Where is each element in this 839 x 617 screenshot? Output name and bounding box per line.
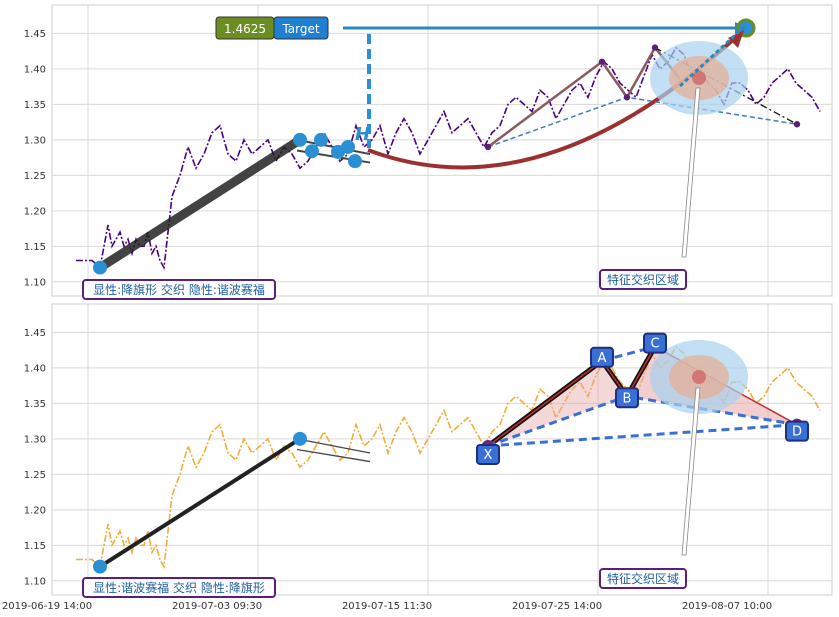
- pattern-annotation-box: [82, 279, 276, 300]
- y-tick-label: 1.45: [24, 328, 46, 339]
- zone-center: [692, 71, 706, 85]
- x-tick-label: 2019-08-07 10:00: [682, 601, 772, 612]
- flag-upper-line: [296, 438, 371, 454]
- y-tick-label: 1.45: [24, 29, 46, 40]
- zone-center: [692, 370, 706, 384]
- pivot-marker: [623, 94, 631, 101]
- harmonic-point-label: D: [792, 425, 802, 440]
- pivot-marker: [598, 58, 606, 65]
- pivot-marker: [651, 44, 659, 51]
- flag-pole-line: [97, 136, 303, 272]
- y-tick-label: 1.30: [24, 434, 46, 445]
- zone-label: 特征交织区域: [607, 571, 679, 586]
- pivot-marker: [484, 143, 492, 151]
- y-tick-label: 1.15: [24, 541, 46, 552]
- harmonic-point-box: [476, 443, 500, 465]
- harmonic-point-label: A: [598, 351, 607, 366]
- y-tick-label: 1.10: [24, 576, 46, 587]
- flag-point-marker: [93, 559, 107, 574]
- zone-pointer: [681, 87, 701, 258]
- flag-point-marker: [348, 154, 362, 169]
- x-tick-label: 2019-07-15 11:30: [342, 601, 432, 612]
- y-tick-label: 1.20: [24, 206, 46, 217]
- h-label: H: [355, 124, 370, 145]
- flag-lower-line: [296, 448, 371, 463]
- zone-label: 特征交织区域: [607, 272, 679, 287]
- harmonic-point-box: [615, 387, 639, 409]
- pattern-annotation-label: 显性:降旗形 交织 隐性:谐波赛福: [93, 282, 265, 297]
- y-tick-label: 1.20: [24, 505, 46, 516]
- y-tick-label: 1.25: [24, 470, 46, 481]
- zone-target-link: [678, 24, 747, 88]
- pattern-annotation-box: [82, 577, 276, 598]
- zone-label-box: [599, 568, 687, 589]
- y-tick-label: 1.10: [24, 277, 46, 288]
- x-tick-label: 2019-07-25 14:00: [512, 601, 602, 612]
- y-tick-label: 1.35: [24, 399, 46, 410]
- flag-point-marker: [314, 132, 328, 147]
- harmonic-point-label: X: [484, 448, 493, 463]
- flag-point-marker: [293, 431, 307, 446]
- harmonic-point-box: [590, 346, 614, 368]
- projection-arrowhead: [728, 30, 744, 48]
- target-name-box: [273, 16, 329, 40]
- y-tick-label: 1.25: [24, 171, 46, 182]
- harmonic-point-label: B: [623, 391, 632, 406]
- flag-point-marker: [293, 132, 307, 147]
- x-tick-label: 2019-06-19 14:00: [2, 601, 92, 612]
- harmonic-point-box: [785, 420, 809, 442]
- y-tick-label: 1.30: [24, 135, 46, 146]
- y-tick-label: 1.40: [24, 363, 46, 374]
- flag-pole-line: [98, 437, 302, 569]
- harmonic-triangle-xa: [488, 360, 627, 446]
- y-tick-label: 1.35: [24, 100, 46, 111]
- y-tick-label: 1.15: [24, 242, 46, 253]
- harmonic-point-box: [643, 332, 667, 354]
- flag-point-marker: [341, 139, 355, 154]
- target-value-label: 1.4625: [224, 22, 266, 36]
- target-name-label: Target: [281, 22, 319, 36]
- zone-pointer: [681, 387, 701, 556]
- flag-point-marker: [93, 260, 107, 275]
- y-tick-label: 1.40: [24, 64, 46, 75]
- pivot-marker: [793, 121, 801, 128]
- x-tick-label: 2019-07-03 09:30: [172, 601, 262, 612]
- flag-point-marker: [305, 144, 319, 159]
- harmonic-point-label: C: [650, 337, 659, 352]
- harmonic-solid-inner: [487, 346, 656, 447]
- zone-label-box: [599, 269, 687, 290]
- pattern-annotation-label: 显性:谐波赛福 交织 隐性:降旗形: [93, 580, 265, 595]
